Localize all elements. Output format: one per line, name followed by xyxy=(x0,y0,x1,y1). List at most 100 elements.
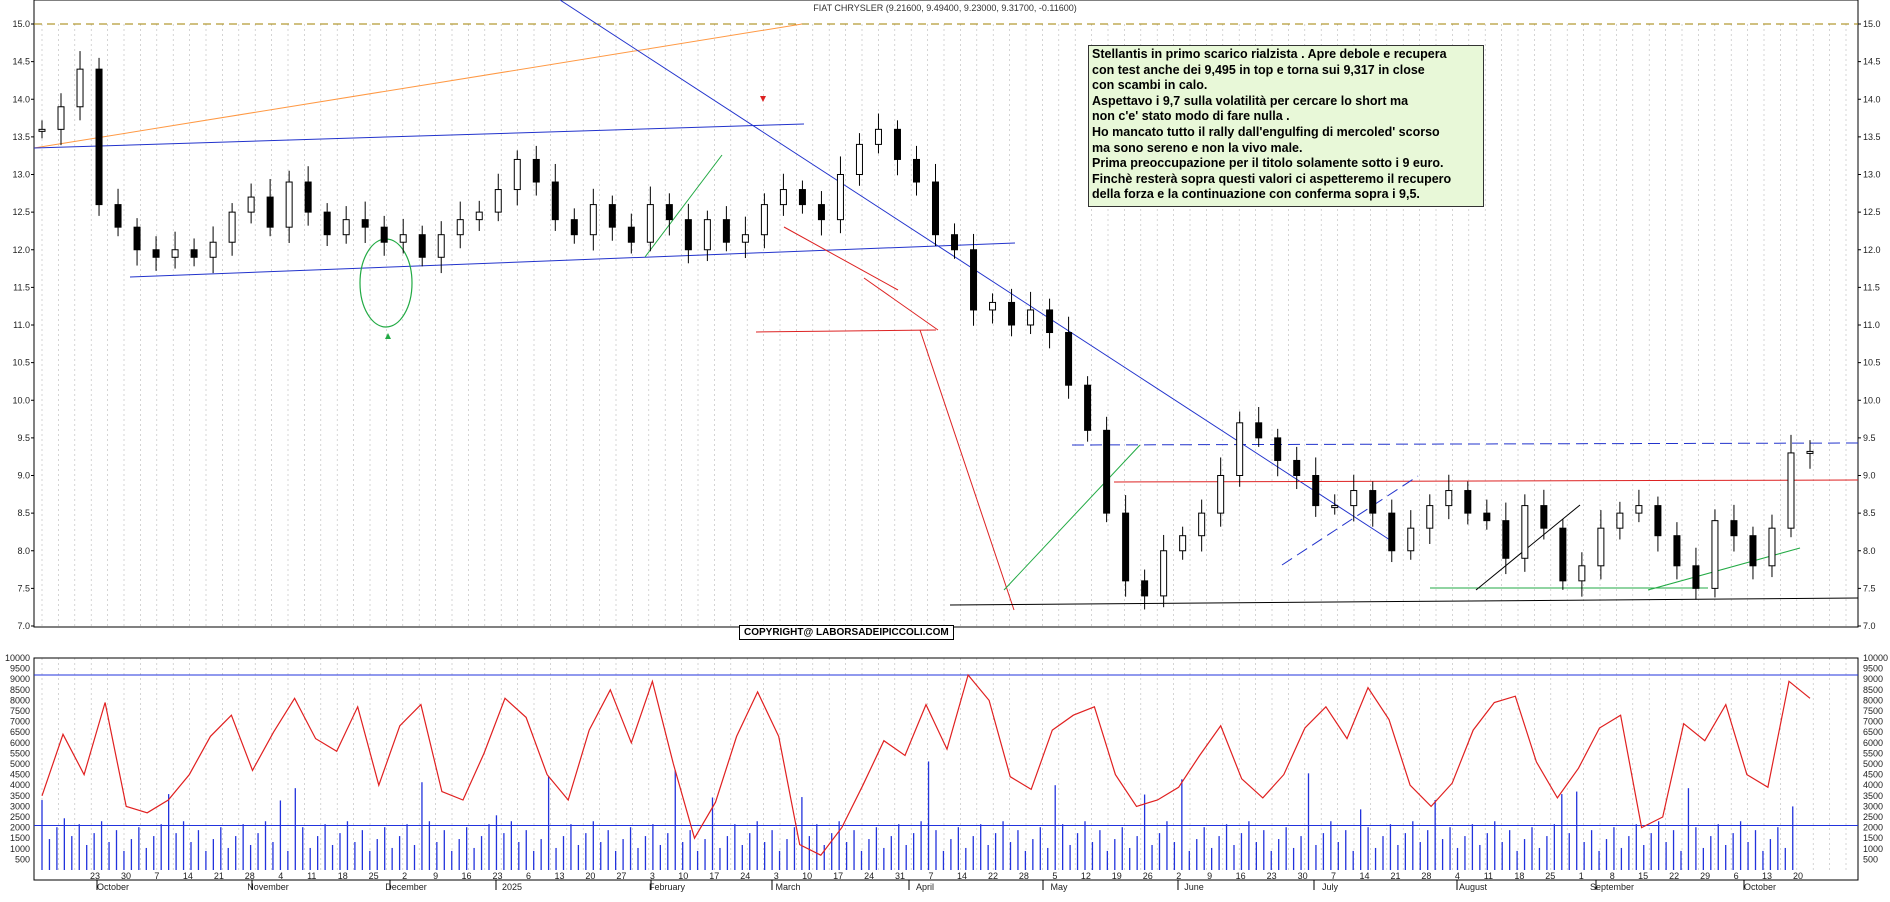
day-tick-label: 23 xyxy=(90,871,100,881)
candle-body xyxy=(494,189,502,213)
candle-body xyxy=(646,204,654,243)
candle-body xyxy=(1635,505,1643,514)
volume-tick-label: 9500 xyxy=(1863,664,1883,674)
trendline xyxy=(1281,475,1419,566)
day-tick-label: 6 xyxy=(526,871,531,881)
day-tick-label: 24 xyxy=(864,871,874,881)
day-tick-label: 13 xyxy=(554,871,564,881)
day-tick-label: 7 xyxy=(154,871,159,881)
candle-body xyxy=(1730,520,1738,537)
candle-body xyxy=(1749,535,1757,567)
price-tick-label: 9.0 xyxy=(1863,471,1876,481)
candle-body xyxy=(437,234,445,258)
day-tick-label: 20 xyxy=(1793,871,1803,881)
month-tick-label: August xyxy=(1459,882,1488,892)
price-tick-label: 10.0 xyxy=(1863,395,1881,405)
trendline xyxy=(1071,442,1859,446)
price-tick-label: 8.0 xyxy=(1863,546,1876,556)
price-tick-label: 11.0 xyxy=(13,320,30,330)
volume-tick-label: 8500 xyxy=(10,685,30,695)
volume-tick-label: 3000 xyxy=(1863,801,1883,811)
price-tick-label: 9.5 xyxy=(1863,433,1876,443)
candle-body xyxy=(836,174,844,221)
candle-body xyxy=(589,204,597,236)
month-tick-label: December xyxy=(385,882,427,892)
candle-body xyxy=(551,181,559,221)
note-line: Finchè resterà sopra questi valori ci as… xyxy=(1092,171,1452,186)
candle-body xyxy=(475,211,483,221)
candle-body xyxy=(76,68,84,108)
day-tick-label: 24 xyxy=(740,871,750,881)
candle-body xyxy=(1464,490,1472,514)
volume-tick-label: 3000 xyxy=(10,801,30,811)
day-tick-label: 12 xyxy=(1081,871,1091,881)
trendline xyxy=(33,23,803,149)
volume-tick-label: 4500 xyxy=(1863,770,1883,780)
month-tick-label: July xyxy=(1322,882,1339,892)
candle-body xyxy=(893,128,901,160)
candle-body xyxy=(342,219,350,236)
month-tick-label: November xyxy=(247,882,289,892)
month-tick-label: February xyxy=(649,882,686,892)
candle-body xyxy=(285,181,293,228)
day-tick-label: 28 xyxy=(1421,871,1431,881)
price-tick-label: 9.0 xyxy=(17,471,30,481)
candle-body xyxy=(152,249,160,258)
day-tick-label: 30 xyxy=(1298,871,1308,881)
candle-body xyxy=(1483,512,1491,522)
candle-body xyxy=(665,204,673,221)
trendline xyxy=(1647,547,1801,591)
candle-body xyxy=(1578,565,1586,582)
candle-body xyxy=(1046,309,1054,334)
note-line: Ho mancato tutto il rally dall'engulfing… xyxy=(1092,124,1440,139)
day-tick-label: 9 xyxy=(1207,871,1212,881)
day-tick-label: 3 xyxy=(650,871,655,881)
candle-body xyxy=(228,211,236,243)
day-tick-label: 2 xyxy=(1176,871,1181,881)
analysis-note: Stellantis in primo scarico rialzista . … xyxy=(1088,45,1484,207)
down-arrow-icon xyxy=(760,96,766,102)
trendline xyxy=(129,242,1016,278)
price-tick-label: 10.5 xyxy=(12,358,30,368)
candle-body xyxy=(1426,505,1434,529)
candle-body xyxy=(932,181,940,236)
candle-body xyxy=(190,249,198,258)
candle-body xyxy=(1597,527,1605,567)
day-tick-label: 17 xyxy=(709,871,719,881)
note-line: Aspettavo i 9,7 sulla volatilità per cer… xyxy=(1092,93,1409,108)
price-tick-label: 15.0 xyxy=(12,19,30,29)
volume-tick-label: 2000 xyxy=(10,823,30,833)
candle-body xyxy=(1521,505,1529,559)
volume-tick-label: 500 xyxy=(1863,854,1878,864)
day-tick-label: 28 xyxy=(245,871,255,881)
day-tick-label: 6 xyxy=(1734,871,1739,881)
price-tick-label: 13.5 xyxy=(1863,132,1881,142)
volume-bars xyxy=(41,761,1794,870)
candle-body xyxy=(399,234,407,243)
price-tick-label: 11.5 xyxy=(13,282,30,292)
price-tick-label: 11.5 xyxy=(1863,282,1880,292)
right-price-axis: 7.0 7.5 8.0 8.5 9.0 9.5 10.0 10.5 11.0 11.5 12.0 12… xyxy=(1858,19,1881,631)
day-tick-label: 25 xyxy=(1545,871,1555,881)
volume-tick-label: 500 xyxy=(15,854,30,864)
day-tick-label: 21 xyxy=(1390,871,1400,881)
candle-body xyxy=(779,189,787,206)
price-tick-label: 8.5 xyxy=(17,508,30,518)
candle-body xyxy=(1122,512,1130,582)
candle-body xyxy=(798,189,806,206)
day-tick-label: 17 xyxy=(833,871,843,881)
candle-body xyxy=(266,196,274,228)
volume-tick-label: 7500 xyxy=(10,706,30,716)
candle-body xyxy=(989,301,997,311)
candle-body xyxy=(1692,565,1700,589)
volume-tick-label: 9500 xyxy=(10,664,30,674)
copyright-label: COPYRIGHT@ LABORSADEIPICCOLI.COM xyxy=(739,625,954,640)
month-tick-label: October xyxy=(1744,882,1776,892)
chart-title: FIAT CHRYSLER (9.21600, 9.49400, 9.23000… xyxy=(813,3,1077,13)
price-tick-label: 7.0 xyxy=(1863,621,1876,631)
price-tick-label: 12.5 xyxy=(1863,207,1881,217)
volume-tick-label: 1500 xyxy=(1863,833,1883,843)
day-tick-label: 26 xyxy=(1143,871,1153,881)
candle-body xyxy=(1559,527,1567,582)
